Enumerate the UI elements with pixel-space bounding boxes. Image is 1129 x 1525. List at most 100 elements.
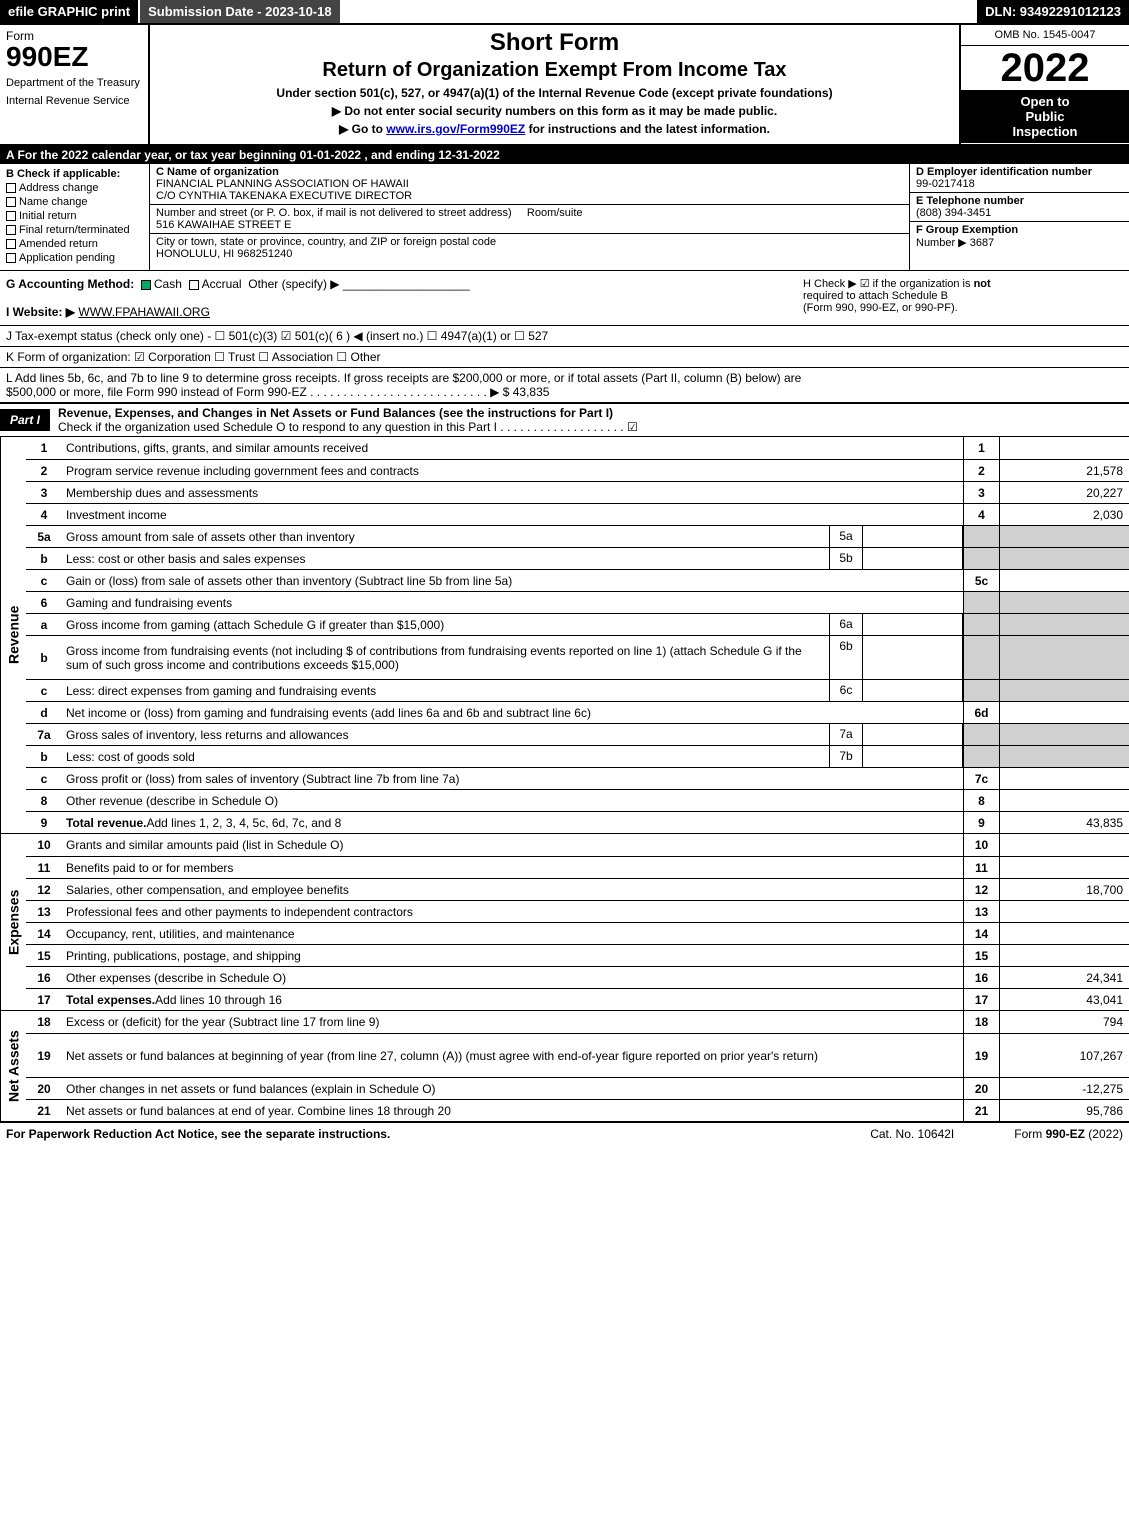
chk-accrual[interactable] <box>189 280 199 290</box>
expenses-section: Expenses 10Grants and similar amounts pa… <box>0 834 1129 1011</box>
chk-amended-return[interactable]: Amended return <box>6 238 143 250</box>
line-value <box>999 526 1129 547</box>
table-row: 17Total expenses. Add lines 10 through 1… <box>26 988 1129 1010</box>
form-header: Form 990EZ Department of the Treasury In… <box>0 25 1129 146</box>
table-row: 18Excess or (deficit) for the year (Subt… <box>26 1011 1129 1033</box>
street-addr: 516 KAWAIHAE STREET E <box>156 219 903 231</box>
f-block: F Group Exemption Number ▶ 3687 <box>910 222 1129 251</box>
tax-year: 2022 <box>961 46 1129 90</box>
right-line-number: 14 <box>963 923 999 944</box>
line-value: 18,700 <box>999 879 1129 900</box>
part1-header: Part I Revenue, Expenses, and Changes in… <box>0 403 1129 437</box>
line-description: Gain or (loss) from sale of assets other… <box>62 570 963 591</box>
line-value <box>999 680 1129 701</box>
line-value <box>999 548 1129 569</box>
line-number: 21 <box>26 1100 62 1121</box>
line-description: Membership dues and assessments <box>62 482 963 503</box>
goto-pre: ▶ Go to <box>339 122 386 136</box>
sub-line-value <box>863 680 963 701</box>
right-line-number: 5c <box>963 570 999 591</box>
revenue-vlabel: Revenue <box>0 437 26 833</box>
omb-number: OMB No. 1545-0047 <box>961 25 1129 46</box>
chk-address-change[interactable]: Address change <box>6 182 143 194</box>
line-value <box>999 746 1129 767</box>
c-name-label: C Name of organization <box>156 166 903 178</box>
h-text3: (Form 990, 990-EZ, or 990-PF). <box>803 302 1123 314</box>
line-number: 2 <box>26 460 62 481</box>
line-description: Other changes in net assets or fund bala… <box>62 1078 963 1099</box>
group-exempt-val: 3687 <box>970 237 994 249</box>
line-number: 13 <box>26 901 62 922</box>
irs-link[interactable]: www.irs.gov/Form990EZ <box>386 122 525 136</box>
d-block: D Employer identification number 99-0217… <box>910 164 1129 193</box>
website-value[interactable]: WWW.FPAHAWAII.ORG <box>78 305 210 319</box>
table-row: cGross profit or (loss) from sales of in… <box>26 767 1129 789</box>
chk-cash[interactable] <box>141 280 151 290</box>
netassets-table: 18Excess or (deficit) for the year (Subt… <box>26 1011 1129 1121</box>
part1-label: Part I <box>0 409 50 431</box>
right-line-number: 4 <box>963 504 999 525</box>
line-description: Grants and similar amounts paid (list in… <box>62 834 963 856</box>
revenue-table: 1Contributions, gifts, grants, and simil… <box>26 437 1129 833</box>
right-line-number <box>963 746 999 767</box>
table-row: 4Investment income42,030 <box>26 503 1129 525</box>
chk-initial-return[interactable]: Initial return <box>6 210 143 222</box>
sub-line-value <box>863 526 963 547</box>
line-number: 1 <box>26 437 62 459</box>
h-text1: H Check ▶ ☑ if the organization is <box>803 278 974 290</box>
e-label: E Telephone number <box>916 195 1123 207</box>
line-value: 43,835 <box>999 812 1129 833</box>
right-line-number: 12 <box>963 879 999 900</box>
line-value <box>999 901 1129 922</box>
revenue-section: Revenue 1Contributions, gifts, grants, a… <box>0 437 1129 834</box>
table-row: cLess: direct expenses from gaming and f… <box>26 679 1129 701</box>
line-description: Less: direct expenses from gaming and fu… <box>62 680 829 701</box>
sub-line-label: 5a <box>829 526 863 547</box>
line-value <box>999 768 1129 789</box>
right-line-number: 11 <box>963 857 999 878</box>
sub-line-label: 6a <box>829 614 863 635</box>
line-value <box>999 724 1129 745</box>
line-number: b <box>26 746 62 767</box>
line-number: 4 <box>26 504 62 525</box>
table-row: 3Membership dues and assessments320,227 <box>26 481 1129 503</box>
section-c: C Name of organization FINANCIAL PLANNIN… <box>150 164 909 270</box>
line-value <box>999 570 1129 591</box>
return-title: Return of Organization Exempt From Incom… <box>156 59 953 82</box>
right-line-number: 13 <box>963 901 999 922</box>
chk-final-return[interactable]: Final return/terminated <box>6 224 143 236</box>
line-number: a <box>26 614 62 635</box>
efile-print-label[interactable]: efile GRAPHIC print <box>0 0 138 23</box>
h-text2: required to attach Schedule B <box>803 290 1123 302</box>
submission-date-label: Submission Date - 2023-10-18 <box>138 0 340 23</box>
f-label2: Number ▶ <box>916 237 967 249</box>
line-value: 2,030 <box>999 504 1129 525</box>
right-line-number: 6d <box>963 702 999 723</box>
row-a-calendar-year: A For the 2022 calendar year, or tax yea… <box>0 146 1129 164</box>
page-footer: For Paperwork Reduction Act Notice, see … <box>0 1122 1129 1145</box>
line-number: b <box>26 548 62 569</box>
i-label: I Website: ▶ <box>6 305 75 319</box>
addr-label: Number and street (or P. O. box, if mail… <box>156 207 512 219</box>
dept-irs: Internal Revenue Service <box>6 95 142 107</box>
line-number: 6 <box>26 592 62 613</box>
line-description: Gross income from gaming (attach Schedul… <box>62 614 829 635</box>
line-description: Less: cost or other basis and sales expe… <box>62 548 829 569</box>
table-row: dNet income or (loss) from gaming and fu… <box>26 701 1129 723</box>
line-number: c <box>26 680 62 701</box>
line-description: Gross income from fundraising events (no… <box>62 636 829 679</box>
table-row: 13Professional fees and other payments t… <box>26 900 1129 922</box>
footer-formref: Form 990-EZ (2022) <box>1014 1127 1123 1141</box>
footer-catno: Cat. No. 10642I <box>870 1127 954 1141</box>
chk-name-change[interactable]: Name change <box>6 196 143 208</box>
header-center: Short Form Return of Organization Exempt… <box>150 25 959 144</box>
inspection-box: Open to Public Inspection <box>961 90 1129 143</box>
phone-value: (808) 394-3451 <box>916 207 1123 219</box>
chk-application-pending[interactable]: Application pending <box>6 252 143 264</box>
netassets-vlabel: Net Assets <box>0 1011 26 1121</box>
part1-title: Revenue, Expenses, and Changes in Net As… <box>50 404 1129 436</box>
sub-line-value <box>863 636 963 679</box>
line-value <box>999 636 1129 679</box>
line-description: Less: cost of goods sold <box>62 746 829 767</box>
line-description: Occupancy, rent, utilities, and maintena… <box>62 923 963 944</box>
